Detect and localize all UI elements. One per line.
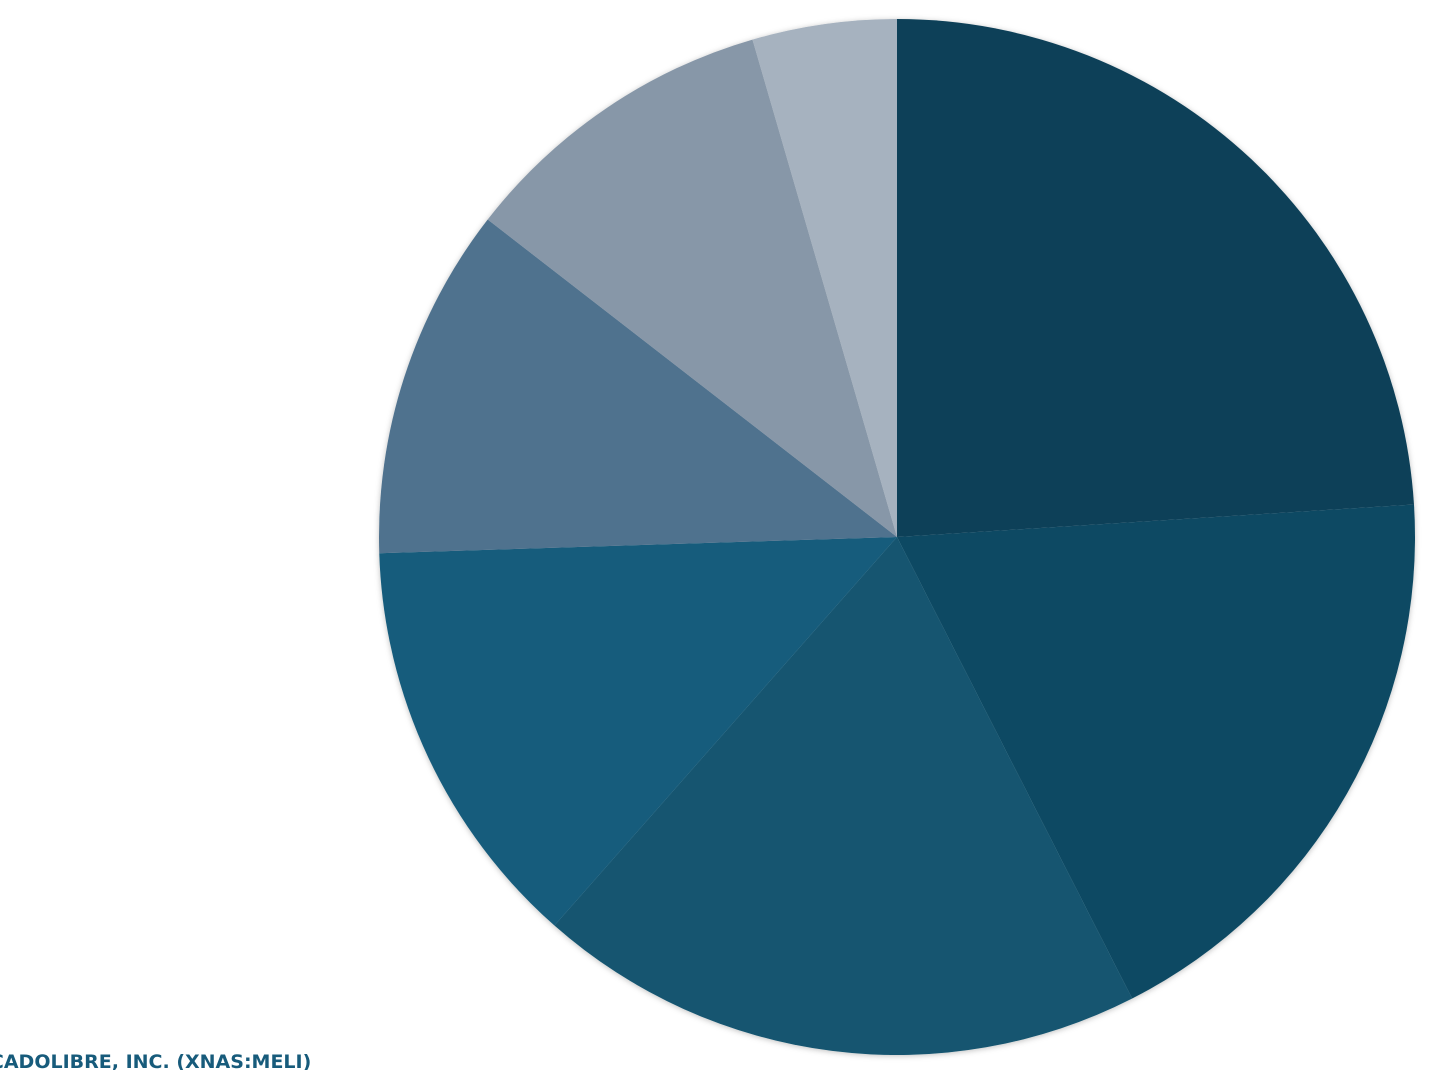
pie [379,18,1416,1055]
pie-slice [897,19,1414,537]
pie-slice [752,18,897,537]
pie-slice [379,219,898,554]
pie-slice [554,537,1133,1055]
pie-slice [379,537,897,926]
pie-slice [487,39,897,537]
pie-slice [897,504,1416,999]
slice-label: MERCADOLIBRE, INC. (XNAS:MELI) [0,1051,311,1070]
